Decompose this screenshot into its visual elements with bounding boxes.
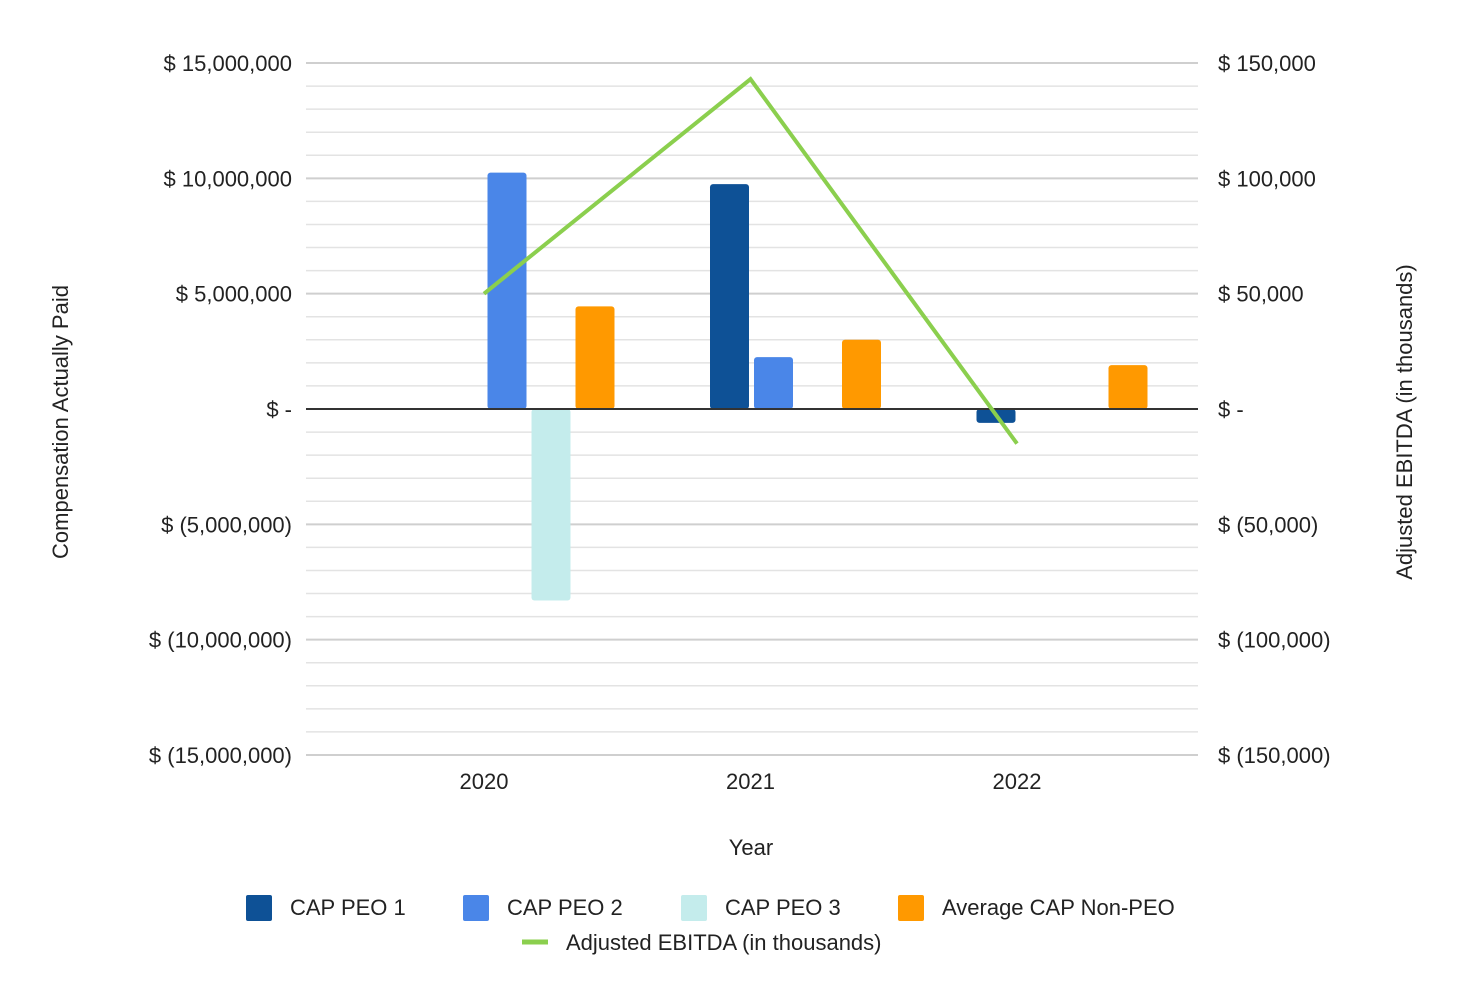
ebitda-line bbox=[482, 76, 1019, 445]
legend-swatch-average-cap-non-peo bbox=[898, 895, 924, 921]
x-axis-ticks: 2020 2021 2022 bbox=[460, 769, 1042, 794]
line-adjusted-ebitda bbox=[482, 76, 1019, 445]
y2-tick-label: $ 100,000 bbox=[1218, 166, 1316, 191]
legend-label: CAP PEO 3 bbox=[725, 895, 841, 920]
y2-tick-label: $ (50,000) bbox=[1218, 512, 1318, 537]
legend-label: Adjusted EBITDA (in thousands) bbox=[566, 930, 882, 955]
legend-label: CAP PEO 1 bbox=[290, 895, 406, 920]
legend-label: Average CAP Non-PEO bbox=[942, 895, 1175, 920]
bar-average-cap-non-peo-2021 bbox=[842, 339, 881, 409]
legend-swatch-cap-peo-3 bbox=[681, 895, 707, 921]
right-axis-ticks: $ 150,000 $ 100,000 $ 50,000 $ - $ (50,000) $… bbox=[1218, 51, 1331, 768]
bar-cap-peo-3-2020 bbox=[531, 409, 571, 601]
y-tick-label: $ (5,000,000) bbox=[161, 512, 292, 537]
y2-axis-title: Adjusted EBITDA (in thousands) bbox=[1392, 264, 1417, 580]
gridlines bbox=[306, 62, 1198, 756]
y2-tick-label: $ (100,000) bbox=[1218, 628, 1331, 653]
legend-swatch-cap-peo-1 bbox=[246, 895, 272, 921]
legend-swatch-cap-peo-2 bbox=[463, 895, 489, 921]
y-tick-label: $ 5,000,000 bbox=[176, 282, 292, 307]
x-tick-label: 2021 bbox=[726, 769, 775, 794]
y2-tick-label: $ (150,000) bbox=[1218, 743, 1331, 768]
y2-tick-label: $ 50,000 bbox=[1218, 282, 1304, 307]
legend-label: CAP PEO 2 bbox=[507, 895, 623, 920]
bar-average-cap-non-peo-2022 bbox=[1108, 365, 1148, 409]
x-tick-label: 2020 bbox=[460, 769, 509, 794]
bars bbox=[487, 172, 1148, 601]
x-tick-label: 2022 bbox=[993, 769, 1042, 794]
y-tick-label: $ (10,000,000) bbox=[149, 628, 292, 653]
y-tick-label: $ 10,000,000 bbox=[164, 166, 292, 191]
y-tick-label: $ - bbox=[266, 397, 292, 422]
y-tick-label: $ (15,000,000) bbox=[149, 743, 292, 768]
legend: CAP PEO 1 CAP PEO 2 CAP PEO 3 Average CAP N… bbox=[246, 895, 1175, 955]
left-axis-ticks: $ 15,000,000 $ 10,000,000 $ 5,000,000 $ - $ … bbox=[149, 51, 292, 768]
y2-tick-label: $ - bbox=[1218, 397, 1244, 422]
bar-cap-peo-1-2021 bbox=[710, 184, 749, 409]
bar-cap-peo-2-2021 bbox=[754, 357, 793, 409]
x-axis-title: Year bbox=[729, 835, 773, 860]
y2-tick-label: $ 150,000 bbox=[1218, 51, 1316, 76]
y-tick-label: $ 15,000,000 bbox=[164, 51, 292, 76]
bar-average-cap-non-peo-2020 bbox=[575, 306, 615, 409]
bar-cap-peo-2-2020 bbox=[487, 172, 527, 409]
y-axis-title: Compensation Actually Paid bbox=[48, 285, 73, 559]
